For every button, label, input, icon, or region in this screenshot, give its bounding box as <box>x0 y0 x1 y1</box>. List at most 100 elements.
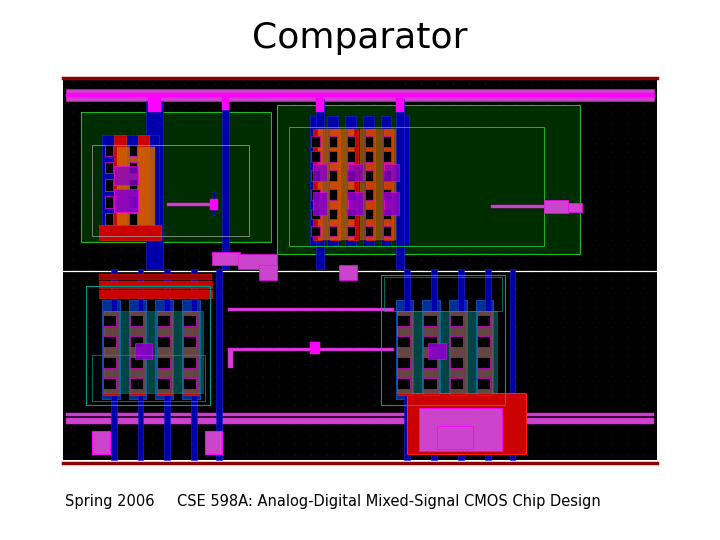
Bar <box>135 343 153 359</box>
Bar <box>148 97 161 112</box>
Bar <box>102 300 120 399</box>
Bar <box>311 151 320 162</box>
Bar <box>156 378 169 389</box>
Bar <box>347 208 355 219</box>
Bar <box>126 135 139 234</box>
Bar <box>311 208 320 219</box>
Bar <box>105 179 113 191</box>
Bar <box>399 116 409 246</box>
Bar <box>130 378 143 389</box>
Bar <box>311 190 320 200</box>
Bar <box>129 196 137 208</box>
Bar <box>397 378 410 389</box>
Bar <box>450 336 463 347</box>
Bar <box>149 135 159 234</box>
Bar <box>329 170 338 181</box>
Bar <box>365 208 373 219</box>
Bar <box>408 393 526 454</box>
Bar <box>384 130 393 240</box>
Bar <box>544 200 567 213</box>
Bar <box>164 269 170 460</box>
Bar <box>92 355 204 401</box>
Bar <box>315 98 324 112</box>
Bar <box>476 300 493 399</box>
Bar <box>449 300 467 399</box>
Bar <box>103 357 116 368</box>
Bar <box>129 213 137 225</box>
Bar <box>365 170 373 181</box>
Bar <box>423 378 436 389</box>
Bar <box>99 225 161 240</box>
Bar <box>397 311 497 393</box>
Bar <box>382 226 391 237</box>
Bar <box>339 265 357 280</box>
Bar <box>328 116 338 246</box>
Bar <box>329 208 338 219</box>
Bar <box>330 130 340 240</box>
Bar <box>329 136 338 146</box>
Bar <box>259 265 277 280</box>
Bar <box>92 431 109 454</box>
Bar <box>103 378 116 389</box>
Bar <box>103 315 116 326</box>
Bar <box>81 112 271 242</box>
Bar <box>384 192 399 215</box>
Bar <box>222 105 230 269</box>
Bar <box>423 357 436 368</box>
Bar <box>423 300 440 399</box>
Bar <box>405 269 410 460</box>
Bar <box>130 311 145 395</box>
Bar <box>397 311 413 395</box>
Bar <box>105 162 113 173</box>
Bar <box>130 357 143 368</box>
Bar <box>397 315 410 326</box>
Bar <box>114 135 126 234</box>
Bar <box>329 226 338 237</box>
Bar <box>92 145 249 237</box>
Bar <box>138 135 149 234</box>
Bar <box>360 130 395 240</box>
Bar <box>437 426 473 449</box>
Bar <box>567 203 582 212</box>
Bar <box>345 116 356 246</box>
Bar <box>228 308 395 311</box>
Bar <box>63 78 657 460</box>
Bar <box>191 269 197 460</box>
Bar <box>66 413 654 416</box>
Bar <box>217 269 222 460</box>
Bar <box>347 226 355 237</box>
Bar <box>510 269 516 460</box>
Bar <box>477 315 490 326</box>
Bar <box>277 105 580 254</box>
Bar <box>182 300 200 399</box>
Bar <box>382 136 391 146</box>
Bar <box>156 300 173 399</box>
Bar <box>210 199 217 210</box>
Bar <box>105 213 113 225</box>
Bar <box>450 315 463 326</box>
Bar <box>382 208 391 219</box>
Bar <box>212 252 240 265</box>
Bar <box>382 170 391 181</box>
Bar <box>312 192 328 215</box>
Bar <box>129 300 146 399</box>
Text: Spring 2006: Spring 2006 <box>65 494 154 509</box>
Bar <box>477 378 490 389</box>
Bar <box>450 311 466 395</box>
Bar <box>312 130 322 240</box>
Bar <box>490 205 547 208</box>
Bar <box>183 315 197 326</box>
Bar <box>477 336 490 347</box>
Bar <box>130 336 143 347</box>
Bar <box>458 269 464 460</box>
Bar <box>129 179 137 191</box>
Bar <box>384 276 503 311</box>
Bar <box>99 273 212 280</box>
Bar <box>167 203 212 206</box>
Bar <box>311 226 320 237</box>
Bar <box>213 192 216 215</box>
Bar <box>382 151 391 162</box>
Bar <box>66 418 654 424</box>
Bar <box>347 151 355 162</box>
Bar <box>397 357 410 368</box>
